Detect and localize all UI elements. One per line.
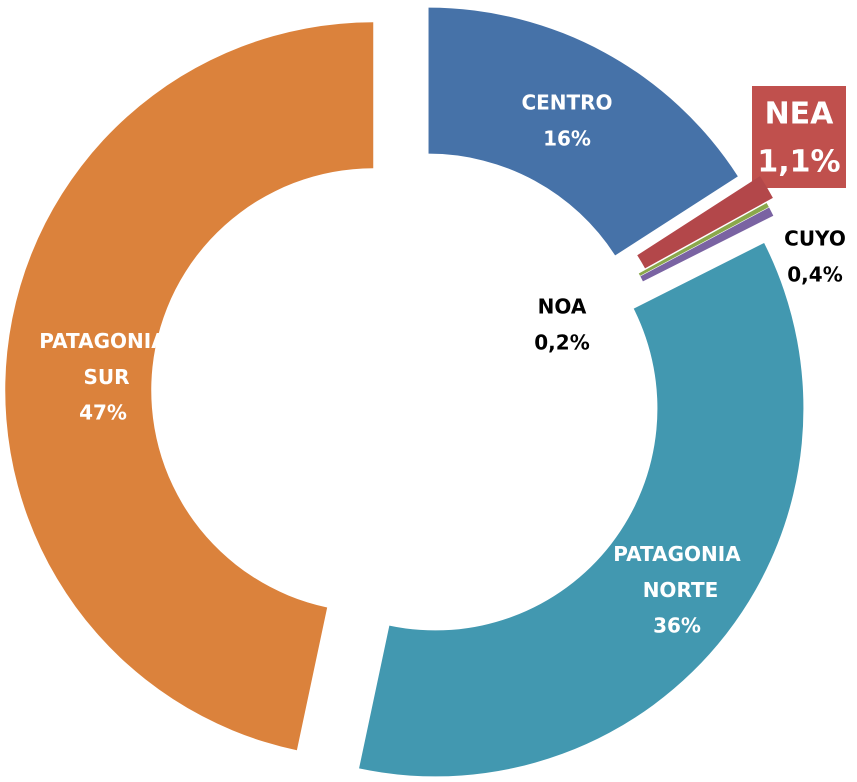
- slice-label: NEA: [765, 97, 835, 132]
- slice-label: CENTRO: [521, 91, 612, 115]
- value-label: 0,4%: [787, 263, 842, 287]
- value-label: 36%: [653, 614, 701, 638]
- label-box: [752, 86, 846, 188]
- donut-slice: [428, 7, 738, 256]
- slice-label: PATAGONIA NORTE: [613, 542, 741, 602]
- value-label: 1,1%: [757, 145, 840, 180]
- donut-slice: [640, 207, 774, 282]
- donut-slice: [637, 176, 773, 269]
- value-label: 47%: [79, 401, 127, 425]
- slice-label: NOA: [538, 295, 587, 319]
- value-label: 16%: [543, 127, 591, 151]
- value-label: 0,2%: [534, 331, 589, 355]
- slice-label: PATAGONIA SUR: [39, 329, 167, 389]
- donut-slice: [359, 242, 804, 777]
- donut-slice: [638, 203, 769, 276]
- slice-label: CUYO: [784, 227, 846, 251]
- donut-slice: [5, 22, 374, 751]
